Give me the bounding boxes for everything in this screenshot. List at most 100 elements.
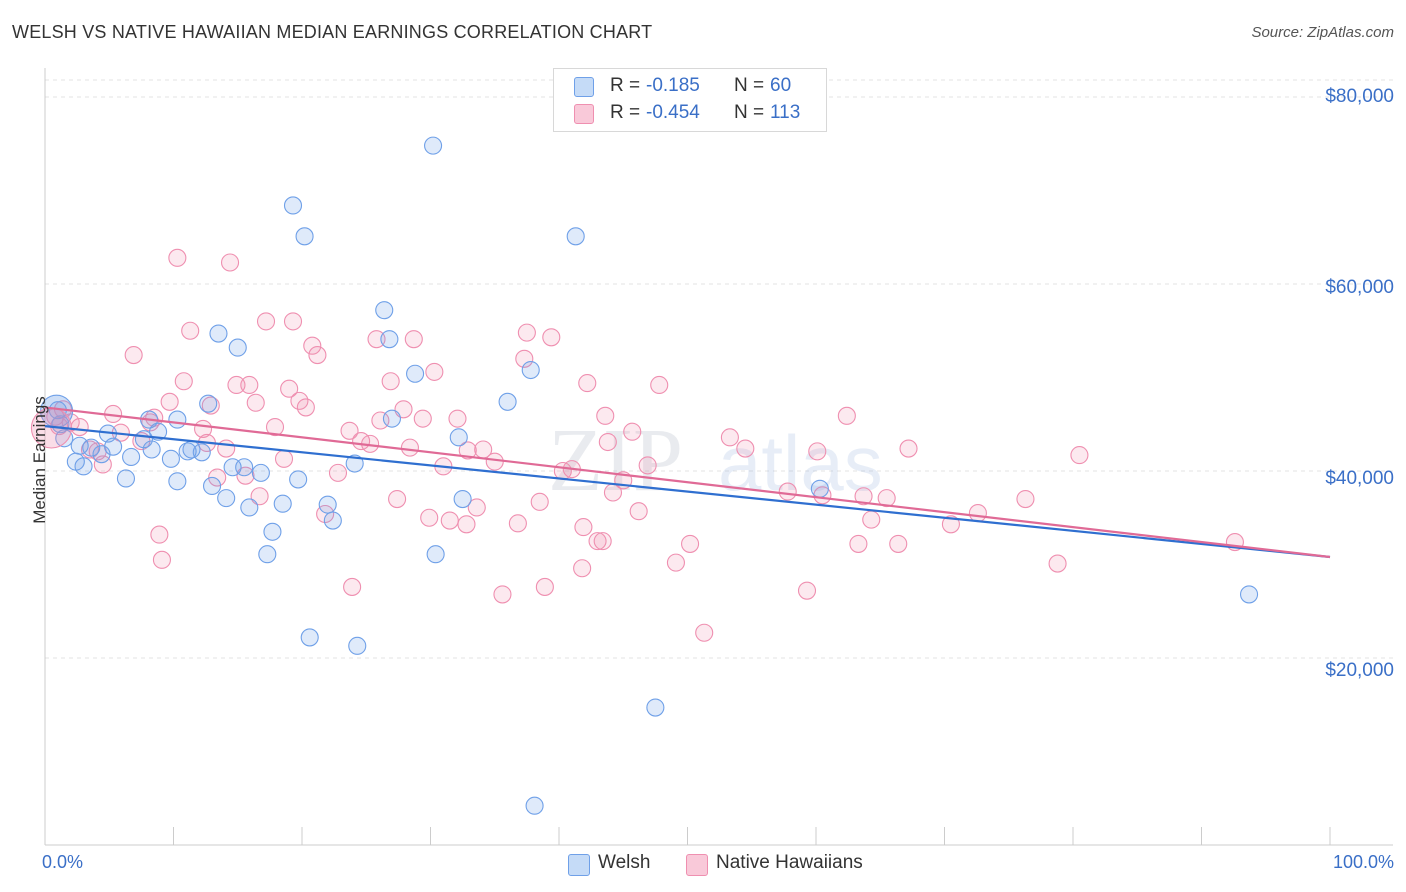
data-point xyxy=(152,550,171,569)
data-point xyxy=(199,394,218,413)
data-point xyxy=(280,379,299,398)
data-point xyxy=(209,324,228,343)
data-point xyxy=(74,457,93,476)
data-point xyxy=(420,508,439,527)
data-point xyxy=(150,525,169,544)
data-point xyxy=(778,482,797,501)
data-point xyxy=(318,495,337,514)
data-point xyxy=(256,312,276,331)
native-hawaiians-swatch xyxy=(574,104,594,124)
data-point xyxy=(646,698,665,717)
welsh-swatch xyxy=(574,77,594,97)
data-point xyxy=(425,362,444,381)
data-point xyxy=(736,439,755,458)
data-point xyxy=(181,321,200,340)
data-point xyxy=(493,585,512,604)
data-point xyxy=(323,511,342,530)
axes xyxy=(44,68,1393,846)
data-point xyxy=(424,136,443,155)
data-point xyxy=(251,463,270,482)
data-point xyxy=(168,472,187,491)
data-point xyxy=(345,454,364,473)
y-tick-label: $60,000 xyxy=(1325,277,1394,298)
data-point xyxy=(104,437,123,456)
watermark-atlas: atlas xyxy=(718,419,883,507)
data-point xyxy=(289,470,308,489)
series-native-hawaiians xyxy=(46,248,1244,642)
data-point xyxy=(308,346,327,365)
data-point xyxy=(55,429,74,448)
stats-box: R = -0.185 N = 60 R = -0.454 N = 113 xyxy=(553,68,827,132)
r-label: R = xyxy=(610,102,641,123)
data-point xyxy=(381,372,400,391)
data-point xyxy=(899,439,918,458)
data-point xyxy=(343,577,362,596)
data-point xyxy=(263,522,282,541)
data-point xyxy=(149,422,168,441)
source-label: Source: ZipAtlas.com xyxy=(1251,24,1394,41)
data-point xyxy=(530,492,549,511)
data-point xyxy=(290,391,309,410)
y-axis-label: Median Earnings xyxy=(30,396,49,524)
data-point xyxy=(404,330,423,349)
native-hawaiians-legend-swatch xyxy=(686,854,708,876)
data-point xyxy=(265,418,285,437)
data-point xyxy=(203,476,222,496)
data-point xyxy=(535,577,554,596)
data-point xyxy=(666,553,685,572)
data-point xyxy=(623,422,642,441)
data-point xyxy=(328,463,348,482)
data-point xyxy=(508,514,527,533)
data-point xyxy=(596,406,615,425)
data-point xyxy=(889,534,908,553)
n-label: N = xyxy=(734,75,765,96)
data-point xyxy=(681,534,700,553)
data-point xyxy=(650,375,669,395)
data-point xyxy=(296,398,315,417)
x-tick-label-min: 0.0% xyxy=(42,852,84,872)
n-label: N = xyxy=(734,102,765,123)
data-point xyxy=(250,487,269,506)
r-label: R = xyxy=(610,75,641,96)
data-point xyxy=(426,545,445,564)
data-point xyxy=(217,489,236,508)
gridlines xyxy=(45,79,1393,659)
data-point xyxy=(457,515,476,534)
data-point xyxy=(192,443,211,462)
trend-line-welsh xyxy=(44,425,1331,559)
data-point xyxy=(467,498,486,517)
legend-label: Welsh xyxy=(598,852,651,873)
data-point xyxy=(116,469,136,488)
data-point xyxy=(498,392,517,411)
data-point xyxy=(142,440,161,459)
data-point xyxy=(574,518,593,537)
data-point xyxy=(968,504,987,523)
data-point xyxy=(862,510,881,529)
n-value: 113 xyxy=(770,102,801,123)
data-point xyxy=(877,489,896,508)
data-point xyxy=(380,330,399,349)
data-point xyxy=(388,489,407,509)
data-point xyxy=(303,336,322,355)
data-point xyxy=(1070,446,1089,465)
data-point xyxy=(810,479,829,498)
data-point xyxy=(240,498,259,517)
r-value: -0.454 xyxy=(646,102,700,123)
data-point xyxy=(1048,554,1067,573)
legend-label: Native Hawaiians xyxy=(716,852,863,873)
data-point xyxy=(348,636,367,655)
data-point xyxy=(406,364,425,383)
data-point xyxy=(588,532,607,551)
data-point xyxy=(124,346,143,365)
x-tick-label-max: 100.0% xyxy=(1332,852,1394,872)
data-point xyxy=(849,534,868,553)
data-point xyxy=(515,349,534,368)
data-point xyxy=(240,375,259,395)
trend-line-native-hawaiians xyxy=(44,406,1331,559)
data-point xyxy=(371,411,390,430)
data-point xyxy=(161,449,180,468)
data-point xyxy=(629,502,648,521)
data-point xyxy=(1016,489,1035,509)
data-point xyxy=(941,515,960,534)
